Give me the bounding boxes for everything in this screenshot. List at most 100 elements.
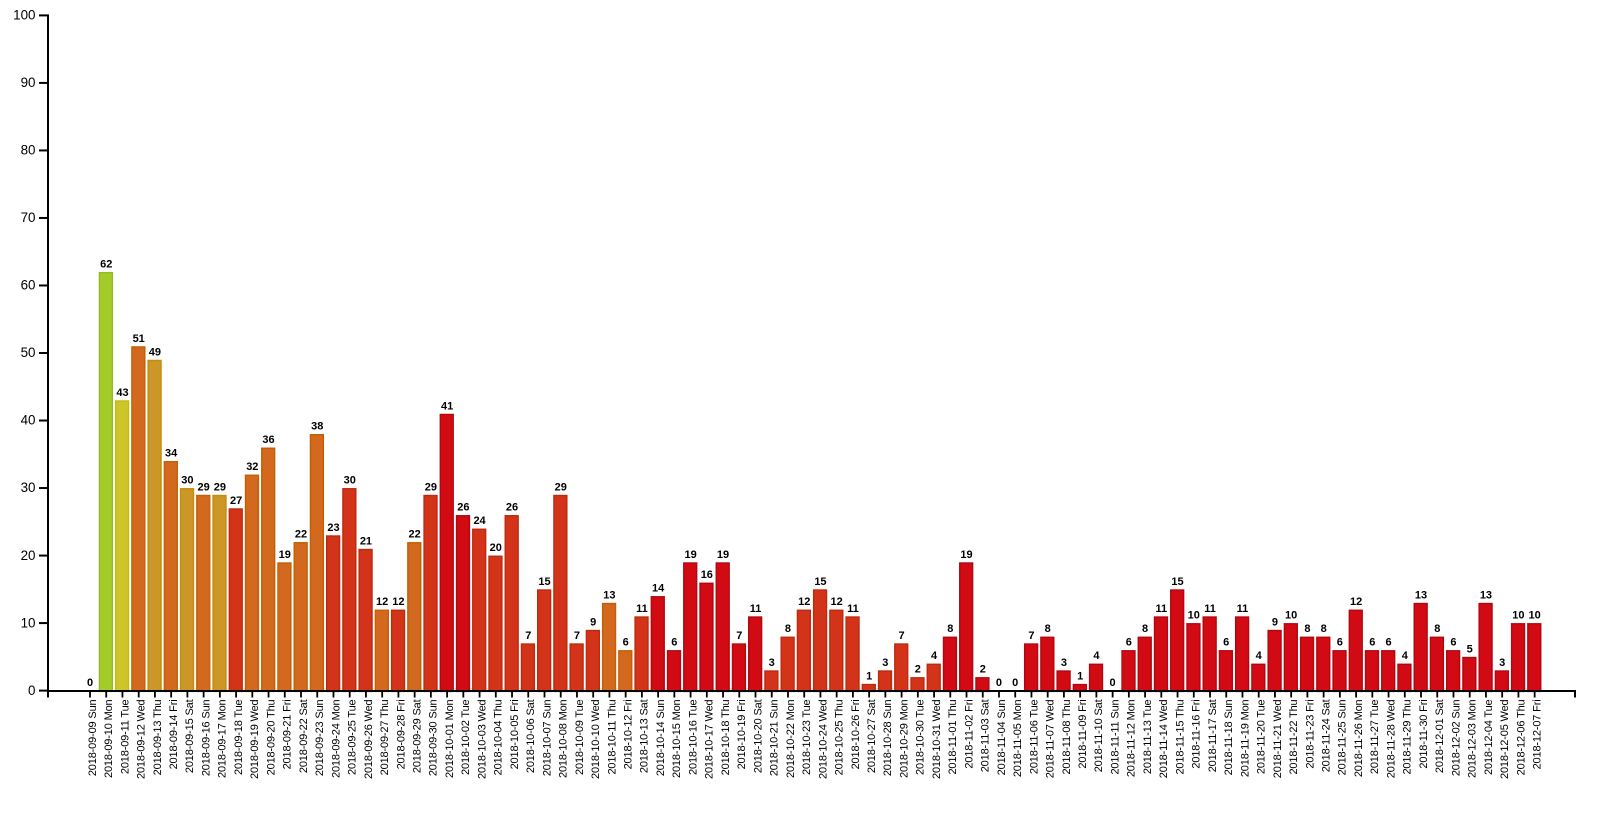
svg-text:20: 20 [490,542,502,554]
svg-text:7: 7 [736,630,742,642]
svg-text:3: 3 [769,657,775,669]
svg-text:12: 12 [376,596,388,608]
svg-text:2018-11-03 Sat: 2018-11-03 Sat [980,699,992,772]
svg-text:30: 30 [21,480,36,495]
svg-text:29: 29 [197,481,209,493]
svg-text:6: 6 [1369,637,1375,649]
svg-text:0: 0 [28,683,35,698]
svg-text:2018-09-26 Wed: 2018-09-26 Wed [363,699,375,779]
svg-text:60: 60 [21,278,36,293]
svg-text:2018-12-05 Wed: 2018-12-05 Wed [1499,699,1511,779]
svg-text:7: 7 [574,630,580,642]
svg-text:9: 9 [590,616,596,628]
svg-text:6: 6 [1337,637,1343,649]
svg-text:2018-11-01 Thu: 2018-11-01 Thu [947,699,959,774]
svg-text:2018-10-26 Fri: 2018-10-26 Fri [850,700,862,770]
svg-text:2018-10-12 Fri: 2018-10-12 Fri [623,700,635,770]
svg-text:80: 80 [21,143,36,158]
svg-text:2018-11-21 Wed: 2018-11-21 Wed [1272,699,1284,778]
svg-text:2018-12-03 Mon: 2018-12-03 Mon [1467,699,1479,778]
svg-text:8: 8 [947,623,953,635]
svg-text:36: 36 [262,434,274,446]
svg-text:2018-10-07 Sun: 2018-10-07 Sun [541,699,553,776]
svg-text:0: 0 [87,677,93,689]
svg-text:2018-09-14 Fri: 2018-09-14 Fri [168,700,180,770]
svg-text:2018-09-21 Fri: 2018-09-21 Fri [282,700,294,770]
svg-text:3: 3 [1499,657,1505,669]
svg-text:4: 4 [931,650,938,662]
svg-text:2018-10-10 Wed: 2018-10-10 Wed [590,699,602,779]
svg-text:70: 70 [21,210,36,225]
svg-text:24: 24 [473,515,486,527]
svg-text:1: 1 [1077,670,1083,682]
svg-text:2018-09-15 Sat: 2018-09-15 Sat [184,699,196,773]
svg-text:8: 8 [785,623,791,635]
svg-text:2018-10-08 Mon: 2018-10-08 Mon [558,699,570,778]
svg-text:2018-11-20 Tue: 2018-11-20 Tue [1256,699,1268,774]
svg-text:2: 2 [915,664,921,676]
svg-text:8: 8 [1304,623,1310,635]
svg-text:2018-10-04 Thu: 2018-10-04 Thu [493,699,505,775]
svg-text:2018-10-03 Wed: 2018-10-03 Wed [476,699,488,779]
svg-text:2018-12-04 Tue: 2018-12-04 Tue [1483,699,1495,774]
svg-text:2018-09-16 Sun: 2018-09-16 Sun [200,699,212,776]
svg-text:2018-10-15 Mon: 2018-10-15 Mon [671,699,683,778]
svg-text:41: 41 [441,400,453,412]
svg-text:2018-10-02 Tue: 2018-10-02 Tue [460,699,472,774]
svg-text:2018-10-21 Sun: 2018-10-21 Sun [769,699,781,776]
svg-text:8: 8 [1321,623,1327,635]
svg-text:49: 49 [149,346,161,358]
svg-text:0: 0 [996,677,1002,689]
svg-text:2018-12-06 Thu: 2018-12-06 Thu [1515,699,1527,775]
svg-text:2018-11-23 Fri: 2018-11-23 Fri [1304,700,1316,769]
svg-text:2018-10-05 Fri: 2018-10-05 Fri [509,700,521,770]
svg-text:2018-10-23 Tue: 2018-10-23 Tue [801,699,813,774]
svg-text:2018-09-28 Fri: 2018-09-28 Fri [395,700,407,770]
svg-text:6: 6 [1126,637,1132,649]
svg-text:2018-11-04 Sun: 2018-11-04 Sun [996,699,1008,775]
svg-text:2018-11-11 Sun: 2018-11-11 Sun [1109,699,1121,774]
svg-text:2018-11-12 Mon: 2018-11-12 Mon [1126,699,1138,777]
svg-text:14: 14 [652,583,665,595]
svg-text:7: 7 [1028,630,1034,642]
svg-text:2018-12-07 Fri: 2018-12-07 Fri [1532,700,1544,770]
svg-text:32: 32 [246,461,258,473]
svg-text:11: 11 [1155,603,1167,615]
svg-text:15: 15 [538,576,550,588]
svg-text:2018-11-24 Sat: 2018-11-24 Sat [1320,699,1332,772]
svg-text:19: 19 [717,549,729,561]
svg-text:11: 11 [1237,603,1249,615]
svg-text:2018-09-09 Sun: 2018-09-09 Sun [87,699,99,776]
svg-text:27: 27 [230,495,242,507]
svg-text:19: 19 [684,549,696,561]
svg-text:2018-11-13 Tue: 2018-11-13 Tue [1142,699,1154,774]
svg-text:13: 13 [1415,589,1427,601]
svg-text:7: 7 [525,630,531,642]
svg-text:2018-10-24 Wed: 2018-10-24 Wed [817,699,829,779]
svg-text:9: 9 [1272,616,1278,628]
svg-text:2018-10-31 Wed: 2018-10-31 Wed [931,699,943,779]
svg-text:40: 40 [21,413,36,428]
svg-text:2018-09-24 Mon: 2018-09-24 Mon [330,699,342,778]
svg-text:2018-09-29 Sat: 2018-09-29 Sat [411,699,423,773]
svg-text:2018-11-30 Fri: 2018-11-30 Fri [1418,700,1430,769]
svg-text:34: 34 [165,448,178,460]
svg-text:2018-10-18 Thu: 2018-10-18 Thu [720,699,732,775]
svg-text:2018-10-06 Sat: 2018-10-06 Sat [525,699,537,773]
svg-text:2018-09-25 Tue: 2018-09-25 Tue [347,699,359,774]
svg-text:2018-11-28 Wed: 2018-11-28 Wed [1385,699,1397,778]
svg-text:2018-11-10 Sat: 2018-11-10 Sat [1093,699,1105,772]
svg-text:12: 12 [798,596,810,608]
svg-text:29: 29 [555,481,567,493]
svg-text:2: 2 [980,664,986,676]
svg-text:2018-11-15 Thu: 2018-11-15 Thu [1174,699,1186,774]
svg-text:8: 8 [1142,623,1148,635]
svg-text:7: 7 [899,630,905,642]
svg-text:2018-10-25 Thu: 2018-10-25 Thu [834,699,846,775]
svg-text:2018-10-28 Sun: 2018-10-28 Sun [882,699,894,776]
svg-text:4: 4 [1402,650,1409,662]
svg-text:4: 4 [1093,650,1100,662]
svg-text:2018-10-17 Wed: 2018-10-17 Wed [704,699,716,779]
svg-text:22: 22 [295,529,307,541]
svg-text:2018-09-22 Sat: 2018-09-22 Sat [298,699,310,773]
